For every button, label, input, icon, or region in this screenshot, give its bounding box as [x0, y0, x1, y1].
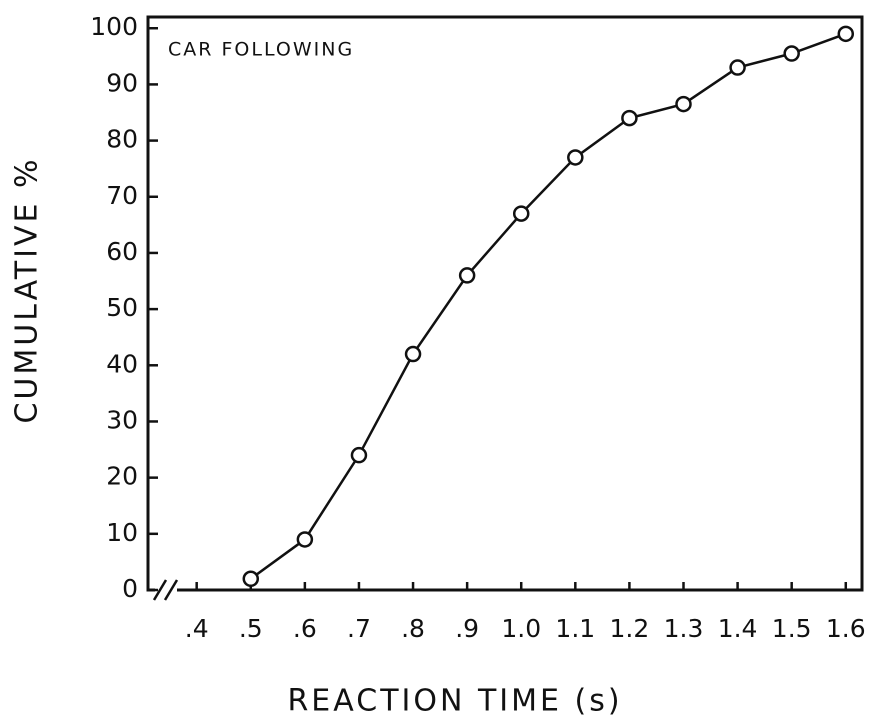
y-axis-label: CUMULATIVE %	[10, 156, 45, 423]
data-point	[458, 267, 476, 284]
data-point	[675, 95, 692, 113]
y-tick-label: 40	[106, 349, 138, 378]
y-tick-label: 50	[106, 293, 138, 322]
y-tick-label: 20	[106, 462, 138, 491]
x-tick-label: 1.2	[610, 614, 650, 643]
x-tick-label: 1.1	[555, 614, 595, 643]
y-tick-label: 80	[106, 125, 138, 154]
x-tick-label: 1.5	[772, 614, 812, 643]
data-point	[296, 531, 314, 548]
plot-frame	[146, 15, 864, 592]
data-point	[567, 149, 584, 166]
x-tick-label: 1.6	[826, 614, 866, 643]
x-tick-label: .4	[185, 614, 209, 643]
y-tick-label: 0	[122, 574, 138, 603]
data-point	[783, 45, 800, 62]
x-tick-label: .6	[293, 614, 317, 643]
x-tick-label: .8	[401, 614, 425, 643]
y-tick-label: 10	[106, 518, 138, 547]
series-line	[250, 32, 847, 580]
data-point	[621, 109, 638, 127]
annotation: CAR FOLLOWING	[168, 39, 354, 61]
data-point	[729, 59, 746, 76]
data-point	[404, 345, 422, 363]
y-tick-label: 90	[106, 68, 138, 97]
data-point	[837, 25, 855, 43]
axis-break	[152, 579, 179, 601]
x-tick-label: 1.4	[718, 614, 758, 643]
x-tick-label: 1.3	[664, 614, 704, 643]
x-tick-label: 1.0	[501, 614, 541, 643]
x-axis-label: REACTION TIME (s)	[287, 684, 622, 719]
data-point	[242, 570, 260, 588]
y-tick-label: 30	[106, 405, 138, 434]
x-tick-label: .5	[239, 614, 263, 643]
data-point	[350, 446, 368, 464]
y-tick-label: 60	[106, 237, 138, 266]
x-tick-label: .7	[347, 614, 371, 643]
y-tick-label: 70	[106, 181, 138, 210]
x-tick-label: .9	[455, 614, 479, 643]
data-point	[512, 205, 530, 222]
y-tick-label: 100	[90, 12, 138, 41]
